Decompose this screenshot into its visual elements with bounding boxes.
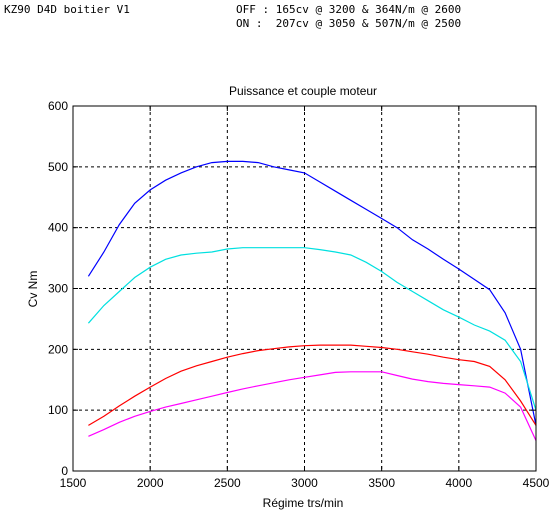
x-axis-label: Régime trs/min [263,496,344,510]
series-line-1 [87,160,537,426]
x-tick-label: 3000 [291,476,318,490]
grid [73,106,536,471]
series-line-2 [87,247,537,411]
x-tick-label: 3500 [368,476,395,490]
x-tick-label: 1500 [60,476,87,490]
ticks: 1500 2000 2500 3000 3500 4000 4500 0 100 200 300 40… [48,99,550,490]
y-axis-label: Cv Nm [26,271,40,308]
series-line-3 [88,344,537,426]
chart-header-on-line: ON : 207cv @ 3050 & 507N/m @ 2500 [236,17,462,30]
x-tick-label: 4000 [445,476,472,490]
chart-title: Puissance et couple moteur [229,84,377,98]
series-layer [87,160,537,441]
y-tick-label: 0 [61,464,68,478]
x-tick-label: 4500 [523,476,550,490]
y-tick-label: 400 [48,221,68,235]
series-line-4 [88,371,537,441]
y-tick-label: 600 [48,99,68,113]
y-tick-label: 500 [48,160,68,174]
y-tick-label: 100 [48,403,68,417]
chart-header-off-line: OFF : 165cv @ 3200 & 364N/m @ 2600 [236,3,462,16]
y-tick-label: 300 [48,282,68,296]
x-tick-label: 2000 [137,476,164,490]
y-tick-label: 200 [48,342,68,356]
x-tick-label: 2500 [214,476,241,490]
chart-header-left: KZ90 D4D boitier V1 [4,3,130,16]
